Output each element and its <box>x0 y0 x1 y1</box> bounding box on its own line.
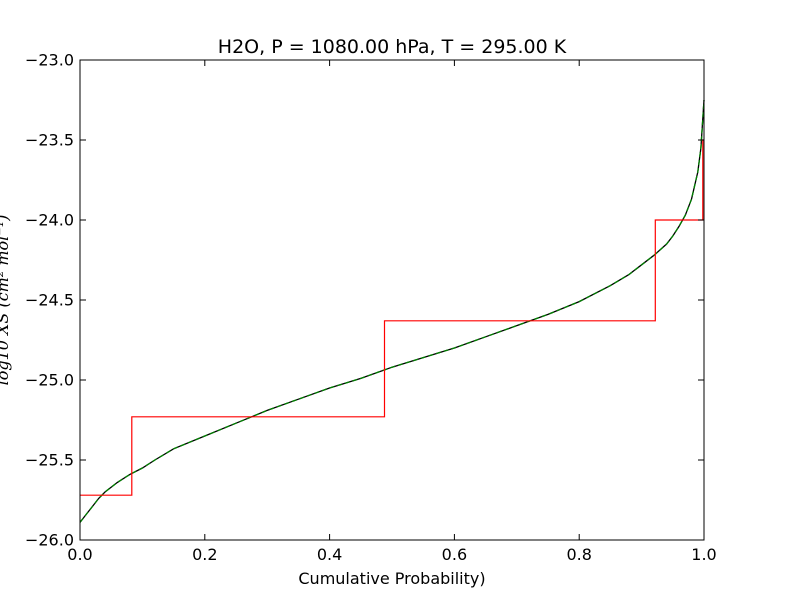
x-tick-label: 1.0 <box>691 545 716 564</box>
x-tick-label: 0.0 <box>67 545 92 564</box>
y-tick-label: −23.0 <box>25 51 74 70</box>
plot-frame <box>79 59 705 541</box>
step-series-2 <box>80 139 704 496</box>
x-tick-label: 0.6 <box>442 545 467 564</box>
line-series-1 <box>79 99 705 523</box>
x-tick-label: 0.4 <box>317 545 342 564</box>
y-axis-label: log10 XS (cm² mol⁻¹) <box>0 215 12 386</box>
chart-title: H2O, P = 1080.00 hPa, T = 295.00 K <box>218 36 567 58</box>
y-tick-label: −24.5 <box>25 291 74 310</box>
x-tick-label: 0.8 <box>566 545 591 564</box>
y-tick-label: −25.5 <box>25 451 74 470</box>
line-series-0 <box>79 99 705 523</box>
x-axis-label: Cumulative Probability) <box>298 569 485 588</box>
y-tick-label: −25.0 <box>25 371 74 390</box>
y-tick-label: −23.5 <box>25 131 74 150</box>
x-tick-label: 0.2 <box>192 545 217 564</box>
ticks-layer: 0.0 0.2 0.4 0.6 0.8 1.0 −26.0 −25.5 −25.0 −24.5 −2… <box>25 51 717 565</box>
y-tick-label: −26.0 <box>25 531 74 550</box>
series-layer <box>79 99 705 523</box>
y-tick-label: −24.0 <box>25 211 74 230</box>
